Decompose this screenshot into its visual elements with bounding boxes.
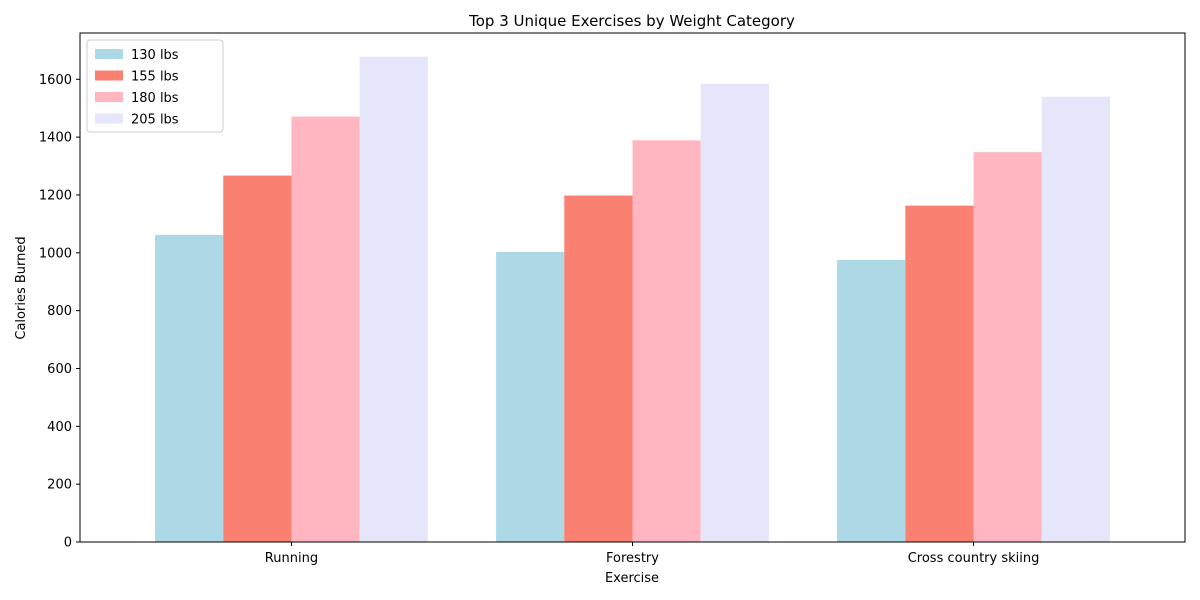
y-tick-label: 0 (64, 536, 72, 551)
y-tick-label: 1000 (39, 246, 72, 261)
legend-swatch (95, 70, 123, 81)
plot-frame (79, 32, 1186, 543)
legend-swatch (95, 113, 123, 124)
x-axis-title: Exercise (605, 571, 659, 586)
legend-label: 130 lbs (131, 48, 179, 63)
y-axis-title: Calories Burned (14, 236, 29, 339)
y-tick-label: 800 (47, 304, 72, 319)
bar-130-lbs-running (155, 234, 224, 542)
bar-205-lbs-forestry (700, 83, 769, 543)
legend-swatch (95, 49, 123, 59)
x-axis-ticks: Running Forestry Cross country skiing (265, 542, 1040, 566)
x-tick-label: Cross country skiing (908, 551, 1040, 566)
legend-label: 180 lbs (131, 91, 179, 106)
bar-180-lbs-forestry (632, 140, 701, 542)
bar-130-lbs-cross-country-skiing (837, 260, 906, 542)
bar-180-lbs-cross-country-skiing (973, 152, 1042, 542)
bars-layer (155, 56, 1110, 543)
x-tick-label: Running (265, 551, 318, 566)
bar-155-lbs-cross-country-skiing (905, 205, 974, 542)
y-tick-label: 1400 (39, 131, 72, 146)
y-tick-label: 1600 (39, 73, 72, 88)
legend-frame (86, 39, 224, 133)
bar-205-lbs-cross-country-skiing (1041, 96, 1110, 542)
legend-swatch (95, 92, 123, 102)
y-axis-ticks: 0 200 400 600 800 1000 1200 1400 1600 (39, 73, 80, 551)
legend: 130 lbs 155 lbs 180 lbs 205 lbs (86, 39, 224, 133)
chart-title: Top 3 Unique Exercises by Weight Categor… (468, 12, 795, 30)
bar-205-lbs-running (359, 56, 428, 542)
legend-label: 155 lbs (131, 70, 179, 85)
legend-label: 205 lbs (131, 113, 179, 128)
x-tick-label: Forestry (606, 551, 659, 566)
y-tick-label: 400 (47, 420, 72, 435)
y-tick-label: 600 (47, 362, 72, 377)
bar-155-lbs-running (223, 175, 292, 543)
bar-155-lbs-forestry (564, 195, 633, 542)
y-tick-label: 1200 (39, 188, 72, 203)
y-tick-label: 200 (47, 478, 72, 493)
bar-180-lbs-running (291, 116, 360, 543)
bar-130-lbs-forestry (496, 251, 565, 542)
